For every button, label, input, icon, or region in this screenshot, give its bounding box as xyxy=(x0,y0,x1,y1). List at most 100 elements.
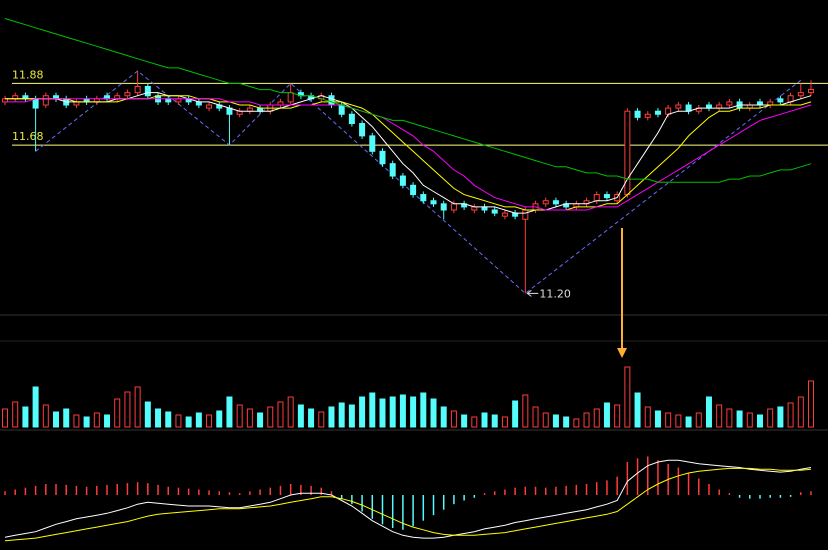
volume-bar xyxy=(338,402,345,428)
volume-bar xyxy=(644,406,651,428)
candle-body xyxy=(603,194,610,199)
volume-bar xyxy=(726,408,733,428)
volume-bar xyxy=(573,418,580,428)
volume-bar xyxy=(512,400,519,428)
volume-bar xyxy=(124,391,131,428)
candle-body xyxy=(124,92,131,97)
candle-body xyxy=(542,200,549,205)
volume-bar xyxy=(175,414,182,428)
volume-bar xyxy=(522,394,529,428)
candle-body xyxy=(328,95,335,106)
volume-bar xyxy=(471,416,478,428)
candle-body xyxy=(410,184,417,196)
volume-bar xyxy=(83,416,90,428)
volume-bar xyxy=(705,396,712,428)
low-price-label: 11.20 xyxy=(539,287,571,300)
candle-body xyxy=(359,123,366,137)
volume-bar xyxy=(716,404,723,428)
volume-bar xyxy=(348,404,355,428)
volume-bar xyxy=(746,412,753,428)
candle-body xyxy=(32,98,39,109)
moving-average xyxy=(5,98,812,211)
volume-bar xyxy=(399,394,406,428)
volume-bar xyxy=(53,411,60,428)
volume-bar xyxy=(226,396,233,428)
volume-bar xyxy=(440,406,447,428)
signal-arrow-head xyxy=(617,348,627,358)
volume-bar xyxy=(297,404,304,428)
volume-bar xyxy=(134,386,141,428)
volume-bar xyxy=(236,404,243,428)
volume-bar xyxy=(2,408,8,428)
volume-bar xyxy=(63,408,70,428)
candle-body xyxy=(501,212,508,217)
volume-bar xyxy=(787,402,794,428)
candle-body xyxy=(379,150,386,165)
volume-bar xyxy=(32,386,39,428)
reference-label: 11.68 xyxy=(12,130,44,143)
volume-bar xyxy=(185,416,192,428)
candle-body xyxy=(777,98,784,103)
volume-bar xyxy=(165,411,172,428)
volume-bar xyxy=(430,398,437,428)
volume-bar xyxy=(155,408,162,428)
volume-bar xyxy=(797,396,804,428)
volume-bar xyxy=(42,404,49,428)
volume-bar xyxy=(675,414,682,428)
candle-body xyxy=(399,175,406,186)
volume-bar xyxy=(491,414,498,428)
candle-body xyxy=(726,101,733,106)
candle-body xyxy=(287,92,294,103)
volume-bar xyxy=(277,401,284,428)
volume-bar xyxy=(450,410,457,428)
volume-bar xyxy=(379,398,386,428)
volume-bar xyxy=(206,414,213,428)
volume-bar xyxy=(216,410,223,428)
candle-body xyxy=(440,203,447,211)
candle-body xyxy=(634,110,641,118)
candle-body xyxy=(675,104,682,109)
reference-label: 11.88 xyxy=(12,68,44,81)
volume-bar xyxy=(777,406,784,428)
volume-bar xyxy=(736,410,743,428)
volume-bar xyxy=(104,414,111,428)
candle-body xyxy=(450,203,457,211)
volume-bar xyxy=(634,392,641,428)
candle-body xyxy=(206,104,213,109)
volume-bar xyxy=(93,412,100,428)
volume-bar xyxy=(695,412,702,428)
volume-bar xyxy=(195,412,202,428)
moving-average xyxy=(4,18,812,183)
volume-bar xyxy=(359,396,366,428)
candle-body xyxy=(491,209,498,214)
volume-bar xyxy=(328,406,335,428)
volume-bar xyxy=(308,408,315,428)
volume-bar xyxy=(318,411,325,428)
candle-body xyxy=(552,200,559,205)
candle-body xyxy=(134,85,141,94)
candle-body xyxy=(644,113,651,118)
volume-bar xyxy=(665,412,672,428)
volume-bar xyxy=(461,414,468,428)
volume-bar xyxy=(420,392,427,428)
candle-body xyxy=(338,104,345,115)
volume-bar xyxy=(756,414,763,428)
candle-body xyxy=(808,89,814,94)
candle-body xyxy=(144,85,151,97)
volume-bar xyxy=(603,402,610,428)
candle-body xyxy=(369,135,376,152)
volume-bar xyxy=(583,412,590,428)
volume-bar xyxy=(389,396,396,428)
volume-bar xyxy=(267,406,274,428)
candle-body xyxy=(522,209,529,220)
candle-body xyxy=(654,110,661,115)
candle-body xyxy=(593,194,600,202)
volume-bar xyxy=(22,406,29,428)
volume-bar xyxy=(501,416,508,428)
volume-bar xyxy=(73,414,80,428)
annotation-arrow-head xyxy=(526,289,532,297)
macd-dif xyxy=(4,459,812,539)
volume-bar xyxy=(481,412,488,428)
